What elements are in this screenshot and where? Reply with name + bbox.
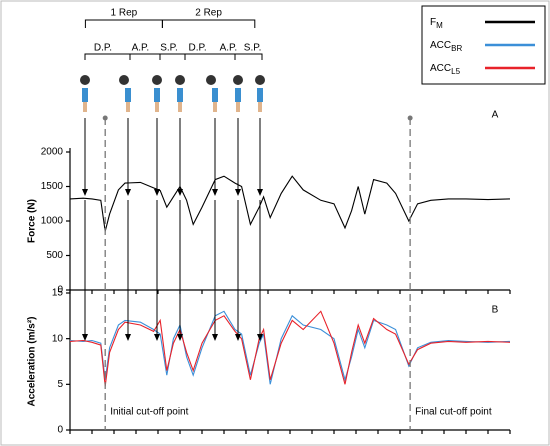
icon-legs	[258, 102, 262, 112]
cutoff-label: Final cut-off point	[415, 407, 492, 418]
rep-label: 2 Rep	[195, 8, 222, 19]
panel-label: B	[492, 305, 499, 316]
cutoff-dot	[102, 115, 108, 121]
icon-legs	[126, 102, 130, 112]
y-tick-label: 15	[52, 288, 64, 299]
icon-legs	[83, 102, 87, 112]
icon-plate	[152, 75, 162, 85]
icon-legs	[236, 102, 240, 112]
phase-label: S.P.	[160, 43, 178, 54]
icon-plate	[206, 75, 216, 85]
panel-label: A	[492, 110, 499, 121]
legend-name: F	[430, 17, 436, 28]
data-line	[69, 175, 511, 232]
icon-body	[82, 88, 88, 102]
legend-sub: M	[436, 21, 443, 30]
icon-body	[235, 88, 241, 102]
data-line	[69, 310, 511, 385]
icon-body	[125, 88, 131, 102]
lifter-icon	[152, 75, 162, 112]
lifter-icon	[206, 75, 218, 112]
icon-body	[257, 88, 263, 102]
phase-label: A.P.	[220, 43, 238, 54]
phase-label: D.P.	[189, 43, 207, 54]
data-line	[69, 310, 511, 387]
rep-label: 1 Rep	[111, 8, 138, 19]
icon-plate	[255, 75, 265, 85]
y-tick-label: 1500	[41, 181, 64, 192]
icon-legs	[155, 102, 159, 112]
icon-body	[154, 88, 160, 102]
lifter-icon	[119, 75, 131, 112]
icon-body	[177, 88, 183, 102]
y-tick-label: 2000	[41, 147, 64, 158]
icon-legs	[213, 102, 217, 112]
y-tick-label: 5	[57, 379, 63, 390]
legend-name: ACC	[430, 40, 451, 51]
icon-plate	[80, 75, 90, 85]
legend-sub: BR	[451, 44, 462, 53]
lifter-icon	[175, 75, 185, 112]
y-tick-label: 0	[57, 285, 63, 296]
icon-plate	[175, 75, 185, 85]
phase-bracket	[84, 53, 263, 60]
y-tick-label: 1000	[41, 216, 64, 227]
legend-label: ACCBR	[430, 40, 462, 53]
y-tick-label: 500	[46, 250, 63, 261]
lifter-icon	[255, 75, 265, 112]
lifter-icon	[233, 75, 243, 112]
phase-label: D.P.	[94, 43, 112, 54]
cutoff-label: Initial cut-off point	[110, 407, 188, 418]
icon-legs	[178, 102, 182, 112]
legend-label: ACCL5	[430, 63, 461, 76]
rep-bracket	[84, 19, 163, 28]
icon-body	[212, 88, 218, 102]
legend-label: FM	[430, 17, 443, 30]
icon-plate	[233, 75, 243, 85]
rep-bracket	[161, 19, 256, 28]
y-tick-label: 10	[52, 333, 64, 344]
y-axis-label: Acceleration (m/s²)	[27, 316, 38, 406]
legend-name: ACC	[430, 63, 451, 74]
lifter-icon	[80, 75, 90, 112]
y-tick-label: 0	[57, 425, 63, 436]
legend-sub: L5	[451, 67, 460, 76]
phase-label: A.P.	[132, 43, 150, 54]
cutoff-dot	[407, 115, 413, 121]
phase-label: S.P.	[244, 43, 262, 54]
y-axis-label: Force (N)	[27, 199, 38, 243]
icon-plate	[119, 75, 129, 85]
